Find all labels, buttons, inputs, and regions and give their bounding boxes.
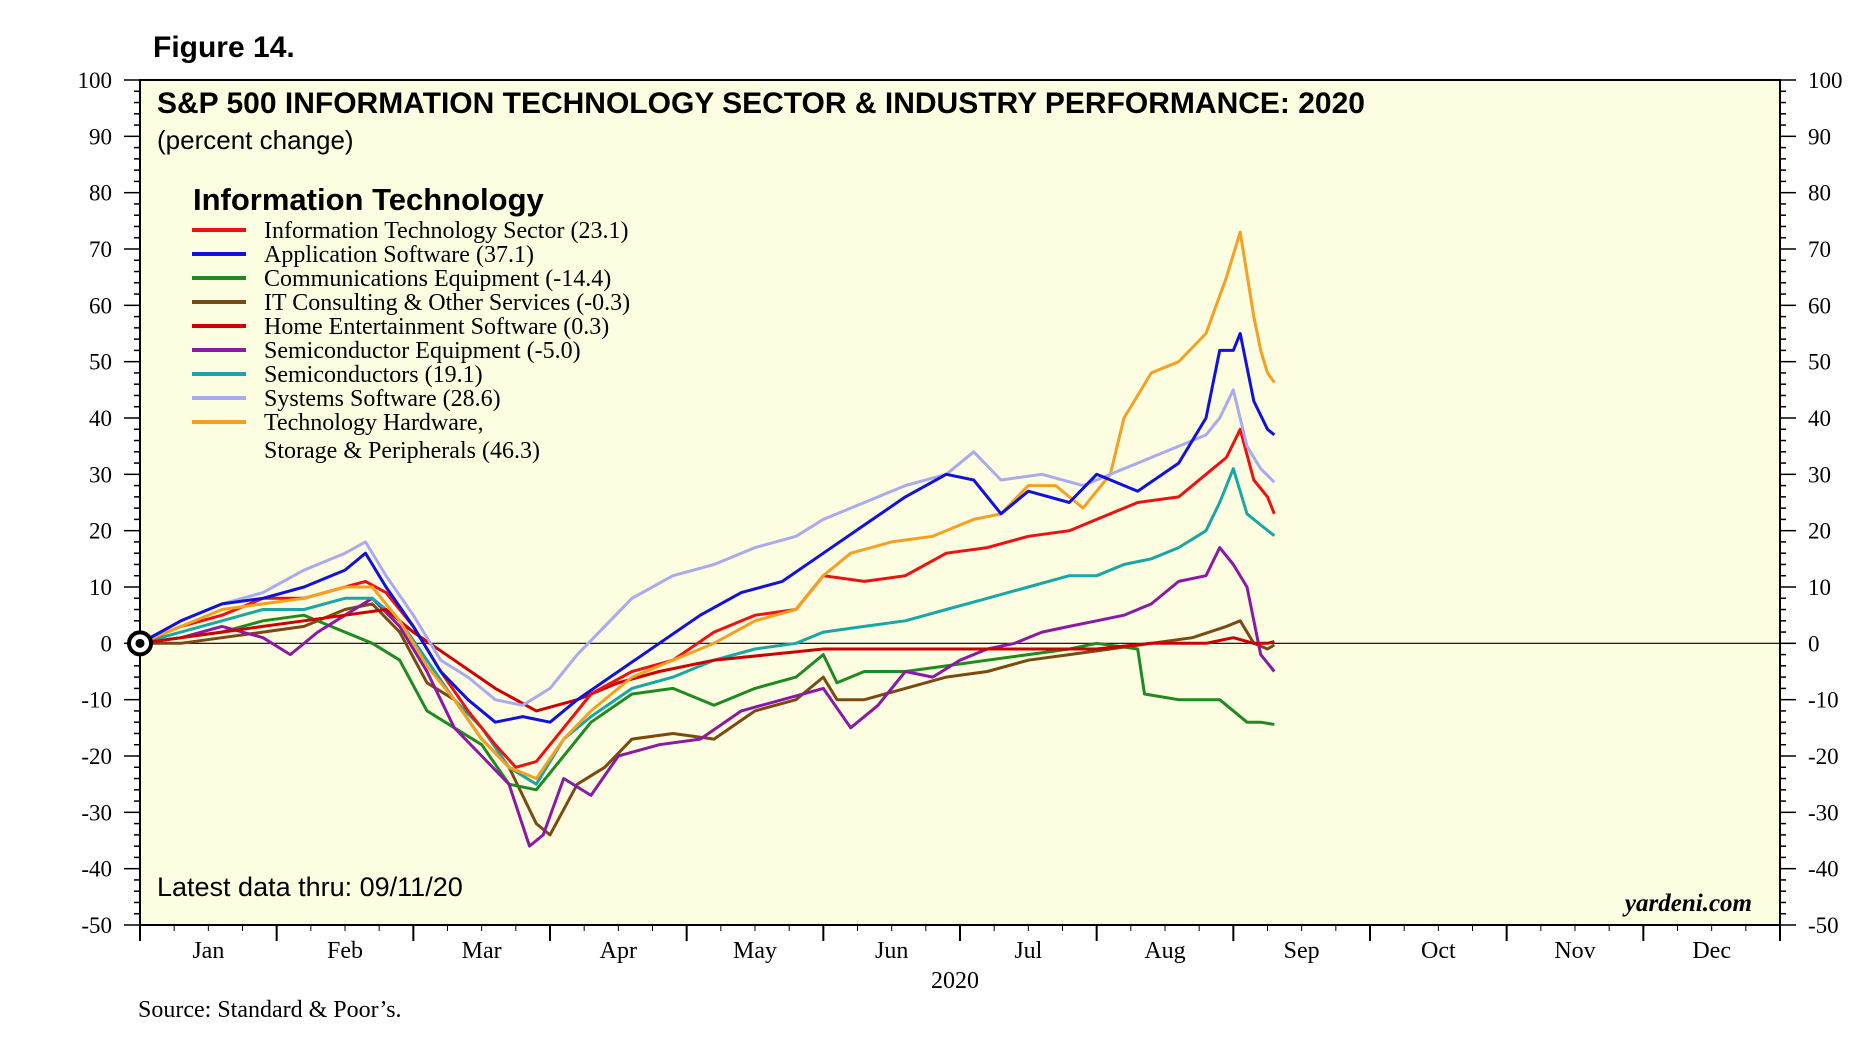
y-tick-label-left: 50 bbox=[89, 350, 112, 375]
y-tick-label-right: -30 bbox=[1808, 800, 1839, 825]
x-tick-label: Jul bbox=[1014, 938, 1042, 964]
y-tick-label-left: -30 bbox=[81, 800, 112, 825]
y-tick-label-right: 50 bbox=[1808, 350, 1831, 375]
y-tick-label-left: 100 bbox=[78, 68, 113, 93]
series-line bbox=[139, 608, 1275, 713]
y-tick-label-left: 60 bbox=[89, 293, 112, 318]
series-line bbox=[139, 230, 1276, 780]
series-line bbox=[139, 332, 1276, 724]
y-tick-label-left: 70 bbox=[89, 237, 112, 262]
y-tick-label-left: 40 bbox=[89, 406, 112, 431]
y-tick-label-right: 40 bbox=[1808, 406, 1831, 431]
legend-label: Semiconductor Equipment (-5.0) bbox=[264, 338, 581, 364]
latest-data-note: Latest data thru: 09/11/20 bbox=[157, 872, 463, 902]
y-tick-label-left: -20 bbox=[81, 744, 112, 769]
series-line bbox=[139, 388, 1276, 707]
x-tick-label: Oct bbox=[1421, 938, 1456, 964]
legend-label: Home Entertainment Software (0.3) bbox=[264, 314, 609, 340]
legend: Information Technology Sector (23.1)Appl… bbox=[192, 218, 630, 464]
series-line bbox=[139, 613, 1275, 792]
x-tick-label: Jun bbox=[875, 938, 908, 964]
y-tick-label-left: -40 bbox=[81, 857, 112, 882]
legend-label: IT Consulting & Other Services (-0.3) bbox=[264, 290, 630, 316]
x-tick-label: Feb bbox=[327, 938, 363, 964]
series-line bbox=[139, 467, 1276, 786]
legend-title: Information Technology bbox=[193, 182, 545, 217]
legend-label: Semiconductors (19.1) bbox=[264, 362, 483, 388]
x-tick-label: Dec bbox=[1692, 938, 1731, 964]
y-tick-label-right: 30 bbox=[1808, 462, 1831, 487]
legend-label: Communications Equipment (-14.4) bbox=[264, 266, 611, 292]
y-tick-label-right: -40 bbox=[1808, 857, 1839, 882]
source-note: Source: Standard & Poor’s. bbox=[138, 997, 402, 1023]
y-tick-label-right: 90 bbox=[1808, 124, 1831, 149]
legend-label: Information Technology Sector (23.1) bbox=[264, 218, 628, 244]
series-line bbox=[139, 546, 1276, 848]
y-tick-label-right: 100 bbox=[1808, 68, 1843, 93]
legend-label: Storage & Peripherals (46.3) bbox=[264, 438, 540, 464]
x-tick-label: Nov bbox=[1554, 938, 1595, 964]
y-tick-label-left: 20 bbox=[89, 519, 112, 544]
legend-label: Systems Software (28.6) bbox=[264, 386, 501, 412]
x-tick-label: Aug bbox=[1144, 938, 1185, 964]
y-tick-label-right: 20 bbox=[1808, 519, 1831, 544]
y-tick-label-left: -50 bbox=[81, 913, 112, 938]
x-axis: Jan Feb Mar Apr May Jun Jul Aug Sep Oct Nov Dec bbox=[139, 925, 1781, 964]
y-tick-label-right: -50 bbox=[1808, 913, 1839, 938]
series-line bbox=[139, 427, 1276, 769]
x-tick-label: Mar bbox=[462, 938, 502, 964]
y-tick-label-left: 80 bbox=[89, 181, 112, 206]
y-tick-label-right: 10 bbox=[1808, 575, 1831, 600]
y-tick-label-right: 80 bbox=[1808, 181, 1831, 206]
x-axis-label: 2020 bbox=[931, 968, 979, 994]
y-tick-label-left: 90 bbox=[89, 124, 112, 149]
y-tick-label-right: -20 bbox=[1808, 744, 1839, 769]
watermark: yardeni.com bbox=[1622, 890, 1752, 917]
y-tick-label-right: -10 bbox=[1808, 688, 1839, 713]
series-lines bbox=[139, 230, 1276, 848]
chart-title: S&P 500 INFORMATION TECHNOLOGY SECTOR & … bbox=[157, 87, 1365, 120]
x-tick-label: May bbox=[733, 938, 777, 964]
y-tick-label-left: 0 bbox=[101, 631, 113, 656]
y-tick-label-right: 70 bbox=[1808, 237, 1831, 262]
x-tick-label: Apr bbox=[600, 938, 637, 964]
origin-marker-dot bbox=[135, 638, 145, 648]
y-tick-label-left: -10 bbox=[81, 688, 112, 713]
y-tick-label-left: 10 bbox=[89, 575, 112, 600]
legend-label: Application Software (37.1) bbox=[264, 242, 534, 268]
x-tick-label: Jan bbox=[192, 938, 224, 964]
legend-label: Technology Hardware, bbox=[264, 410, 484, 436]
y-tick-label-left: 30 bbox=[89, 462, 112, 487]
chart-subtitle: (percent change) bbox=[157, 125, 354, 155]
y-tick-label-right: 0 bbox=[1808, 631, 1820, 656]
plot-background bbox=[139, 79, 1781, 926]
figure-label: Figure 14. bbox=[153, 31, 295, 64]
x-tick-label: Sep bbox=[1284, 938, 1320, 964]
y-tick-label-right: 60 bbox=[1808, 293, 1831, 318]
